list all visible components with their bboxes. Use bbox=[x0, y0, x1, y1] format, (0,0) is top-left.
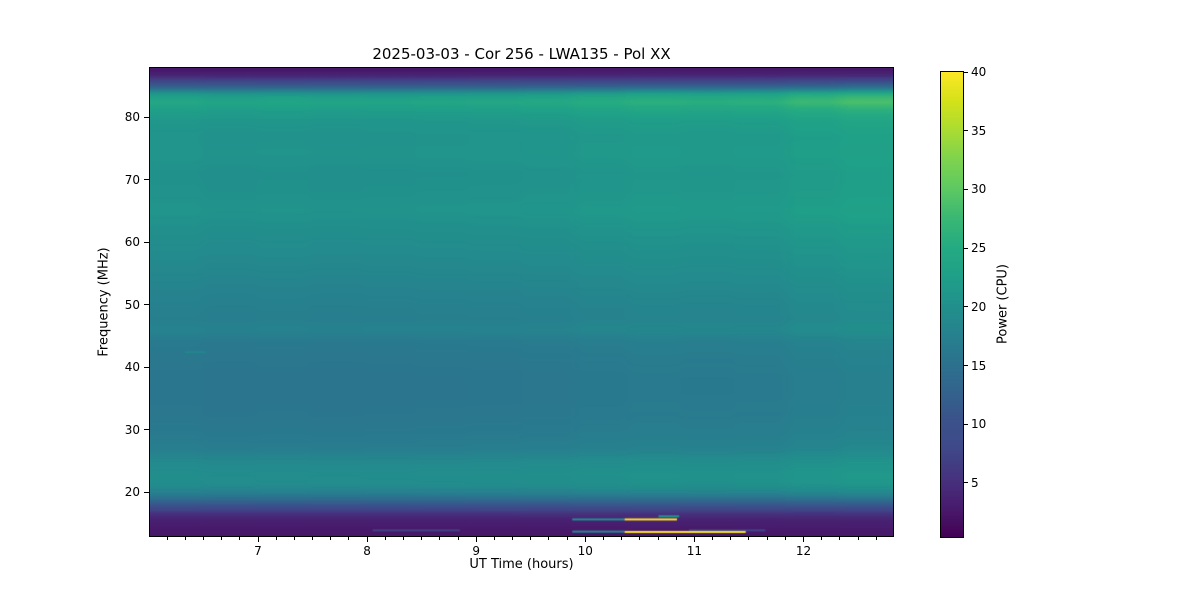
colorbar-tick-label: 35 bbox=[971, 123, 987, 138]
y-major-tick bbox=[144, 179, 149, 181]
colorbar-tick bbox=[964, 71, 968, 73]
colorbar-gradient-canvas bbox=[941, 72, 963, 537]
x-minor-tick bbox=[512, 537, 514, 540]
x-minor-tick bbox=[184, 537, 186, 540]
x-minor-tick bbox=[857, 537, 859, 540]
colorbar-tick bbox=[964, 130, 968, 132]
colorbar-tick-label: 5 bbox=[971, 475, 979, 490]
x-tick-label: 9 bbox=[472, 544, 481, 558]
colorbar-tick-label: 10 bbox=[971, 417, 987, 432]
x-tick-label: 7 bbox=[254, 544, 262, 558]
x-minor-tick bbox=[330, 537, 332, 540]
y-major-tick bbox=[144, 491, 149, 493]
y-major-tick bbox=[144, 116, 149, 118]
x-major-tick bbox=[475, 537, 477, 542]
x-minor-tick bbox=[839, 537, 841, 540]
x-axis-label: UT Time (hours) bbox=[469, 557, 574, 572]
chart-title: 2025-03-03 - Cor 256 - LWA135 - Pol XX bbox=[372, 45, 671, 63]
colorbar-tick-label: 40 bbox=[971, 65, 987, 79]
x-minor-tick bbox=[821, 537, 823, 540]
colorbar-tick-label: 20 bbox=[971, 299, 987, 314]
y-major-tick bbox=[144, 241, 149, 243]
y-tick-label: 40 bbox=[124, 360, 140, 375]
x-minor-tick bbox=[221, 537, 223, 540]
y-tick-label: 20 bbox=[124, 485, 140, 500]
y-tick-label: 70 bbox=[124, 172, 140, 187]
y-major-tick bbox=[144, 366, 149, 368]
y-tick-label: 80 bbox=[124, 110, 140, 125]
x-tick-label: 10 bbox=[577, 544, 593, 558]
x-minor-tick bbox=[384, 537, 386, 540]
x-minor-tick bbox=[657, 537, 659, 540]
colorbar-tick-label: 30 bbox=[971, 182, 987, 197]
x-minor-tick bbox=[875, 537, 877, 540]
colorbar-tick-label: 15 bbox=[971, 358, 987, 373]
colorbar-tick bbox=[964, 365, 968, 367]
x-minor-tick bbox=[348, 537, 350, 540]
x-minor-tick bbox=[675, 537, 677, 540]
y-axis-label: Frequency (MHz) bbox=[96, 247, 112, 357]
x-minor-tick bbox=[293, 537, 295, 540]
y-tick-label: 60 bbox=[124, 235, 140, 250]
colorbar bbox=[940, 71, 964, 538]
x-major-tick bbox=[257, 537, 259, 542]
spectrogram-plot-area bbox=[149, 67, 894, 537]
x-minor-tick bbox=[784, 537, 786, 540]
x-tick-label: 8 bbox=[363, 544, 371, 558]
y-major-tick bbox=[144, 304, 149, 306]
x-minor-tick bbox=[166, 537, 168, 540]
x-minor-tick bbox=[548, 537, 550, 540]
x-major-tick bbox=[803, 537, 805, 542]
x-minor-tick bbox=[712, 537, 714, 540]
x-minor-tick bbox=[239, 537, 241, 540]
colorbar-tick bbox=[964, 423, 968, 425]
x-minor-tick bbox=[275, 537, 277, 540]
colorbar-label: Power (CPU) bbox=[995, 263, 1011, 345]
x-minor-tick bbox=[566, 537, 568, 540]
colorbar-tick bbox=[964, 306, 968, 308]
x-major-tick bbox=[693, 537, 695, 542]
colorbar-tick bbox=[964, 188, 968, 190]
x-minor-tick bbox=[730, 537, 732, 540]
x-minor-tick bbox=[603, 537, 604, 540]
y-major-tick bbox=[144, 429, 149, 431]
spectrogram-heatmap-canvas bbox=[150, 68, 893, 536]
x-minor-tick bbox=[439, 537, 441, 540]
x-minor-tick bbox=[312, 537, 314, 540]
x-minor-tick bbox=[639, 537, 641, 540]
x-minor-tick bbox=[766, 537, 768, 540]
x-tick-label: 12 bbox=[795, 544, 812, 558]
x-major-tick bbox=[366, 537, 368, 542]
y-tick-label: 50 bbox=[124, 297, 140, 312]
colorbar-tick bbox=[964, 482, 968, 484]
x-minor-tick bbox=[421, 537, 423, 540]
x-minor-tick bbox=[402, 537, 404, 540]
x-minor-tick bbox=[202, 537, 204, 540]
x-tick-label: 11 bbox=[686, 544, 703, 558]
y-tick-label: 30 bbox=[124, 422, 140, 437]
x-minor-tick bbox=[457, 537, 459, 540]
x-major-tick bbox=[584, 537, 586, 542]
x-minor-tick bbox=[621, 537, 623, 540]
colorbar-tick bbox=[964, 247, 968, 249]
x-minor-tick bbox=[748, 537, 750, 540]
x-minor-tick bbox=[493, 537, 495, 540]
x-minor-tick bbox=[530, 537, 532, 540]
colorbar-tick-label: 25 bbox=[971, 241, 987, 256]
